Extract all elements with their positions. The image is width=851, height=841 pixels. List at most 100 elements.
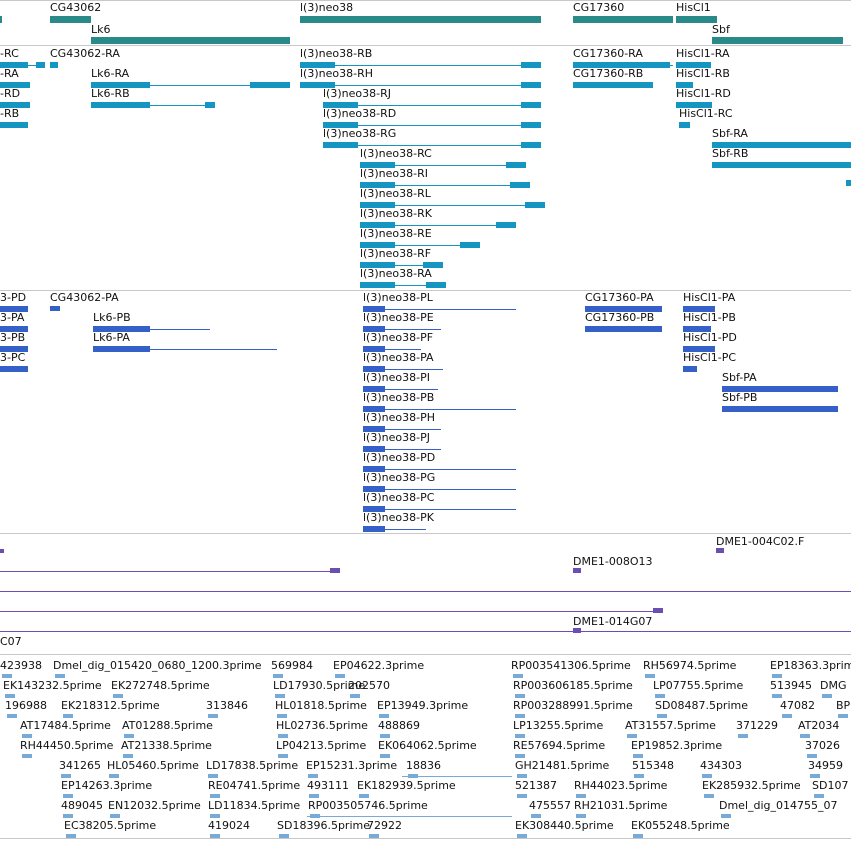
est-block[interactable]	[278, 734, 288, 738]
est-label[interactable]: LP13255.5prime	[513, 719, 604, 732]
exon-block[interactable]	[510, 182, 530, 188]
feature-bar[interactable]	[0, 549, 4, 553]
est-label[interactable]: AT17484.5prime	[20, 719, 111, 732]
clone-line[interactable]	[0, 591, 851, 592]
exon-block[interactable]	[676, 102, 712, 108]
exon-block[interactable]	[360, 262, 395, 268]
exon-block[interactable]	[363, 446, 385, 452]
intron-line[interactable]	[93, 349, 277, 350]
feature-label[interactable]: HisCl1-RA	[676, 47, 730, 60]
exon-block[interactable]	[0, 82, 30, 88]
exon-block[interactable]	[323, 142, 358, 148]
est-block[interactable]	[810, 774, 820, 778]
est-block[interactable]	[109, 774, 119, 778]
feature-label[interactable]: l(3)neo38-PD	[363, 451, 436, 464]
feature-label[interactable]: l(3)neo38-RK	[360, 207, 432, 220]
est-block[interactable]	[772, 674, 782, 678]
gene-bar[interactable]	[712, 37, 843, 44]
feature-bar[interactable]	[716, 548, 724, 553]
exon-block[interactable]	[521, 82, 541, 88]
est-label[interactable]: 513945	[770, 679, 812, 692]
feature-bar[interactable]	[573, 568, 581, 573]
est-block[interactable]	[634, 774, 644, 778]
est-block[interactable]	[110, 814, 120, 818]
intron-line[interactable]	[363, 529, 426, 530]
exon-block[interactable]	[300, 62, 335, 68]
est-label[interactable]: 515348	[632, 759, 674, 772]
est-block[interactable]	[208, 714, 218, 718]
exon-block[interactable]	[712, 142, 851, 148]
gene-bar[interactable]	[91, 37, 290, 44]
exon-block[interactable]	[496, 222, 516, 228]
exon-block[interactable]	[250, 82, 290, 88]
est-block[interactable]	[123, 754, 133, 758]
feature-label[interactable]: HisCl1-RB	[676, 67, 730, 80]
est-label[interactable]: SD18396.5prime	[277, 819, 370, 832]
est-block[interactable]	[279, 834, 289, 838]
exon-block[interactable]	[363, 526, 385, 532]
feature-label[interactable]: 3-PC	[0, 351, 26, 364]
exon-block[interactable]	[360, 282, 395, 288]
feature-label[interactable]: -RA	[0, 67, 19, 80]
intron-line[interactable]	[360, 205, 545, 206]
feature-label[interactable]: l(3)neo38-PG	[363, 471, 436, 484]
est-label[interactable]: LP07755.5prime	[653, 679, 744, 692]
feature-label[interactable]: CG17360-PB	[585, 311, 655, 324]
feature-label[interactable]: l(3)neo38-RE	[360, 227, 432, 240]
feature-label[interactable]: -RC	[0, 47, 19, 60]
gene-bar[interactable]	[0, 16, 2, 23]
feature-bar[interactable]	[585, 306, 662, 312]
est-block[interactable]	[515, 714, 525, 718]
est-label[interactable]: 18836	[406, 759, 441, 772]
intron-line[interactable]	[363, 369, 443, 370]
est-block[interactable]	[800, 734, 810, 738]
est-block[interactable]	[838, 714, 848, 718]
feature-label[interactable]: l(3)neo38-RL	[360, 187, 431, 200]
est-label[interactable]: 488869	[378, 719, 420, 732]
exon-block[interactable]	[521, 122, 541, 128]
feature-label[interactable]: -RD	[0, 87, 21, 100]
est-block[interactable]	[309, 794, 319, 798]
est-label[interactable]: 47082	[780, 699, 815, 712]
est-block[interactable]	[380, 754, 390, 758]
exon-block[interactable]	[573, 82, 653, 88]
est-block[interactable]	[782, 714, 792, 718]
est-label[interactable]: RP003541306.5prime	[511, 659, 631, 672]
feature-label[interactable]: HisCl1-PC	[683, 351, 737, 364]
est-label[interactable]: SD08487.5prime	[655, 699, 748, 712]
est-line[interactable]	[402, 776, 512, 777]
est-block[interactable]	[738, 734, 748, 738]
gene-label[interactable]: CG43062	[50, 1, 102, 14]
est-label[interactable]: LD11834.5prime	[208, 799, 301, 812]
exon-block[interactable]	[722, 386, 838, 392]
exon-block[interactable]	[521, 142, 541, 148]
est-label[interactable]: EK143232.5prime	[3, 679, 102, 692]
feature-label[interactable]: -RB	[0, 107, 20, 120]
est-label[interactable]: GH21481.5prime	[515, 759, 610, 772]
est-label[interactable]: EP04622.3prime	[333, 659, 425, 672]
est-label[interactable]: 341265	[59, 759, 101, 772]
est-label[interactable]: AT31557.5prime	[625, 719, 716, 732]
gene-label[interactable]: CG17360	[573, 1, 625, 14]
intron-line[interactable]	[93, 329, 210, 330]
exon-block[interactable]	[363, 326, 385, 332]
feature-label[interactable]: l(3)neo38-PF	[363, 331, 434, 344]
feature-label[interactable]: Sbf-PA	[722, 371, 757, 384]
feature-label[interactable]: l(3)neo38-RI	[360, 167, 428, 180]
feature-bar[interactable]	[683, 346, 715, 352]
est-block[interactable]	[55, 674, 65, 678]
est-block[interactable]	[814, 794, 824, 798]
gene-bar[interactable]	[300, 16, 541, 23]
est-block[interactable]	[531, 814, 541, 818]
est-block[interactable]	[657, 714, 667, 718]
intron-line[interactable]	[363, 349, 421, 350]
feature-label[interactable]: l(3)neo38-RC	[360, 147, 432, 160]
est-label[interactable]: LP04213.5prime	[276, 739, 367, 752]
exon-block[interactable]	[363, 386, 385, 392]
feature-label[interactable]: DME1-004C02.F	[716, 535, 805, 548]
clone-line[interactable]	[0, 631, 851, 632]
exon-block[interactable]	[363, 426, 385, 432]
feature-label[interactable]: CG43062-RA	[50, 47, 120, 60]
est-label[interactable]: 419024	[208, 819, 250, 832]
exon-block[interactable]	[363, 306, 385, 312]
